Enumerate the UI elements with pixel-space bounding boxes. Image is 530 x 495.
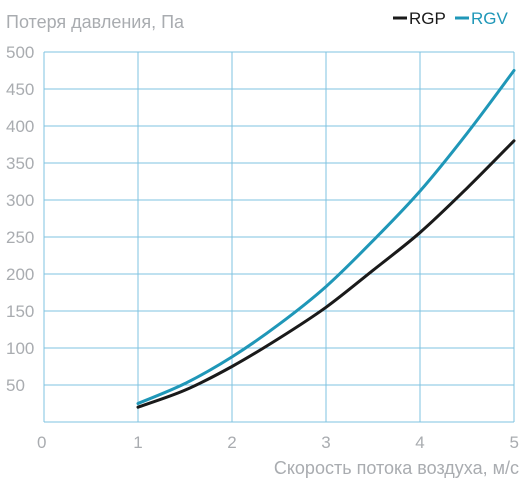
y-tick-label: 500 (6, 43, 34, 62)
x-tick-label: 0 (37, 433, 46, 452)
legend-label-rgp: RGP (409, 9, 446, 28)
series-line-rgp (136, 139, 516, 409)
x-tick-label: 5 (510, 433, 519, 452)
y-tick-label: 100 (6, 339, 34, 358)
y-tick-label: 350 (6, 154, 34, 173)
y-tick-label: 400 (6, 117, 34, 136)
tick-labels: 50 100 150 200 250 300 350 400 450 500 0 1 2 3 4 5 (6, 43, 519, 452)
y-tick-label: 300 (6, 191, 34, 210)
legend-label-rgv: RGV (471, 9, 509, 28)
x-tick-label: 3 (321, 433, 330, 452)
x-tick-label: 4 (415, 433, 424, 452)
y-tick-label: 200 (6, 265, 34, 284)
series-lines (136, 69, 516, 409)
y-tick-label: 50 (6, 376, 25, 395)
x-axis-label: Скорость потока воздуха, м/с (274, 458, 519, 478)
x-tick-label: 2 (227, 433, 236, 452)
y-tick-label: 150 (6, 302, 34, 321)
y-axis-label: Потеря давления, Па (6, 12, 185, 32)
series-line-rgv (136, 69, 516, 405)
grid (43, 51, 515, 423)
legend: RGP RGV (393, 9, 509, 28)
y-tick-label: 250 (6, 228, 34, 247)
x-tick-label: 1 (133, 433, 142, 452)
y-tick-label: 450 (6, 80, 34, 99)
